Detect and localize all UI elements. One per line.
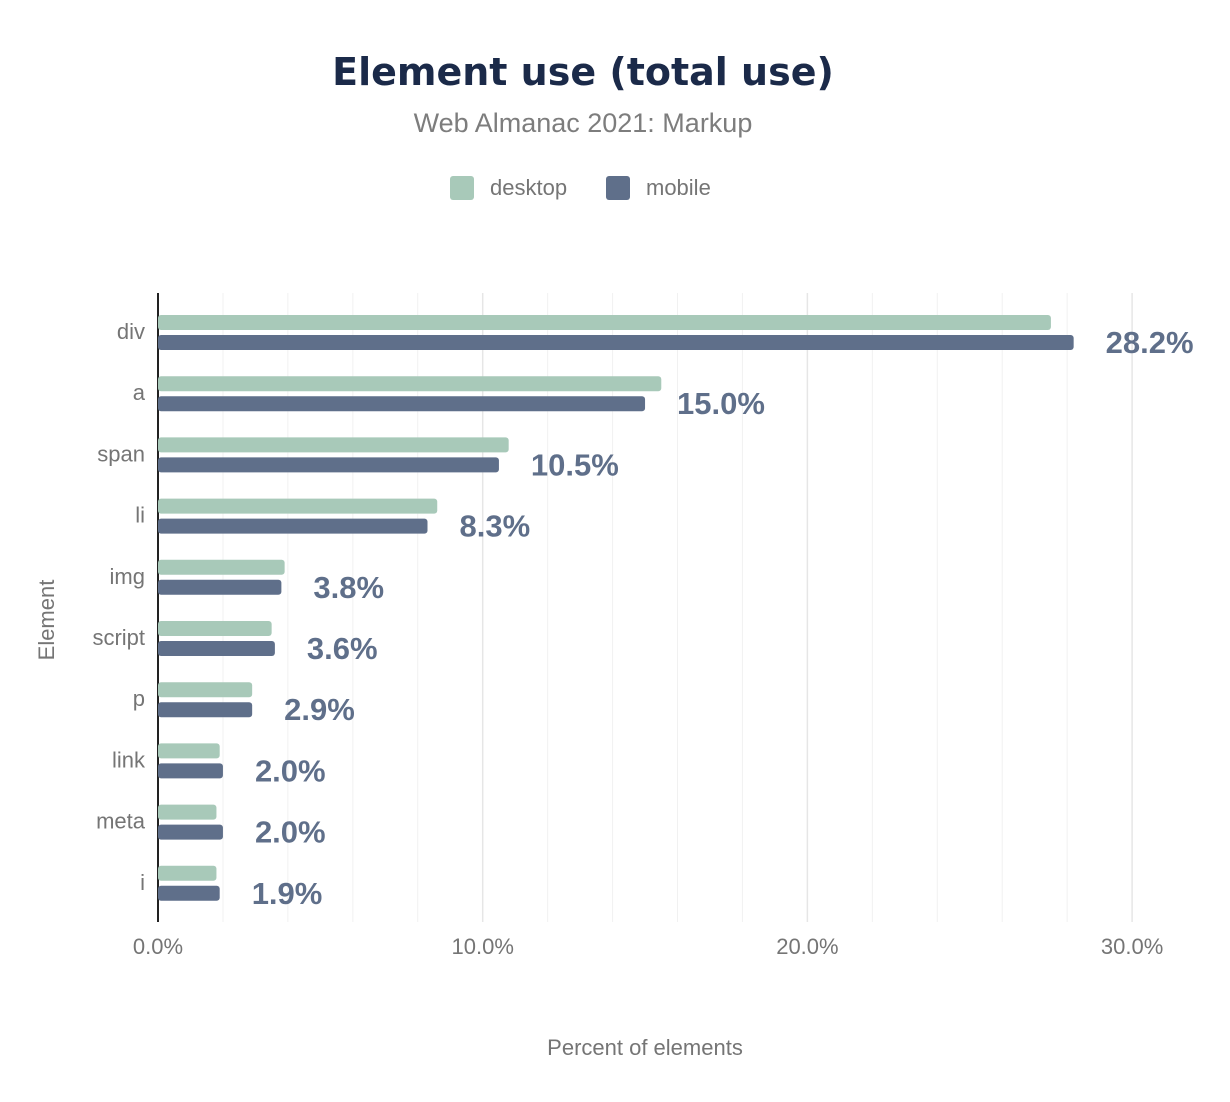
legend-label-desktop: desktop <box>490 175 567 200</box>
bars <box>158 315 1074 901</box>
bar-mobile-p <box>158 702 253 718</box>
legend-swatch-desktop <box>450 176 474 200</box>
legend: desktop mobile <box>450 175 711 200</box>
chart-title: Element use (total use) <box>332 50 834 94</box>
category-label: meta <box>96 809 146 834</box>
data-label: 8.3% <box>460 509 531 544</box>
bar-mobile-meta <box>158 824 223 840</box>
data-label: 3.8% <box>313 570 384 605</box>
chart-subtitle: Web Almanac 2021: Markup <box>413 108 753 138</box>
bar-mobile-div <box>158 335 1074 350</box>
data-label: 2.0% <box>255 815 326 850</box>
data-label: 2.9% <box>284 692 355 727</box>
category-label: link <box>112 747 146 772</box>
bar-mobile-i <box>158 885 220 901</box>
data-label: 15.0% <box>677 386 765 421</box>
bar-desktop-li <box>158 498 438 514</box>
x-axis-title: Percent of elements <box>547 1035 743 1060</box>
category-label: script <box>92 625 145 650</box>
bar-desktop-img <box>158 559 285 575</box>
labels: 0.0% 10.0% 20.0% 30.0% div 28.2% a 15.0% span 10.… <box>34 319 1194 1060</box>
bar-desktop-script <box>158 621 272 636</box>
legend-swatch-mobile <box>606 176 630 200</box>
category-label: p <box>133 686 145 711</box>
category-label: div <box>117 319 145 344</box>
x-tick-label: 30.0% <box>1101 934 1163 959</box>
x-tick-label: 20.0% <box>776 934 838 959</box>
bar-desktop-meta <box>158 804 217 820</box>
legend-label-mobile: mobile <box>646 175 711 200</box>
bar-desktop-span <box>158 437 509 453</box>
bar-mobile-span <box>158 457 499 473</box>
data-label: 2.0% <box>255 753 326 788</box>
bar-mobile-li <box>158 518 428 534</box>
category-label: a <box>133 380 146 405</box>
bar-desktop-link <box>158 743 220 759</box>
data-label: 28.2% <box>1106 325 1194 360</box>
x-tick-label: 0.0% <box>133 934 183 959</box>
category-label: li <box>135 503 145 528</box>
data-label: 1.9% <box>252 876 323 911</box>
bar-desktop-i <box>158 865 217 881</box>
bar-mobile-script <box>158 641 275 656</box>
bar-mobile-link <box>158 763 223 779</box>
data-label: 10.5% <box>531 447 619 482</box>
bar-desktop-div <box>158 315 1051 330</box>
bar-mobile-a <box>158 396 646 412</box>
category-label: span <box>97 441 145 466</box>
category-label: i <box>140 870 145 895</box>
category-label: img <box>110 564 145 589</box>
data-label: 3.6% <box>307 631 378 666</box>
bar-mobile-img <box>158 579 282 595</box>
bar-desktop-a <box>158 376 662 392</box>
x-tick-label: 10.0% <box>452 934 514 959</box>
y-axis-title: Element <box>34 580 59 661</box>
bar-desktop-p <box>158 682 253 698</box>
